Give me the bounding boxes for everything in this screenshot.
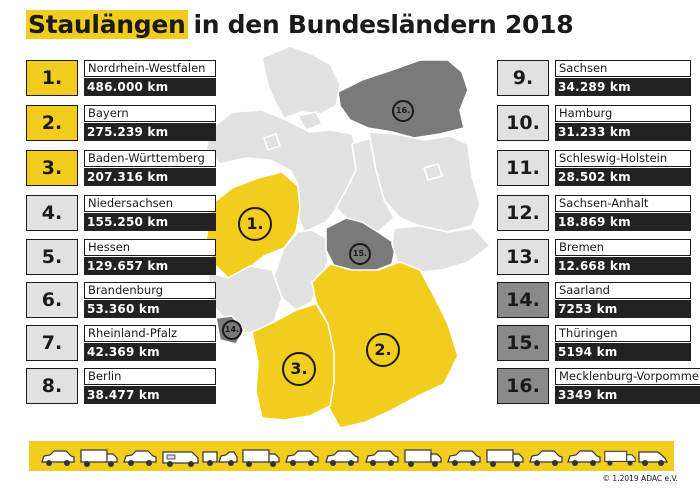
map-marker-saarland: 14. — [222, 320, 242, 340]
truck-icon — [486, 449, 524, 467]
state-name: Brandenburg — [84, 282, 216, 299]
state-value: 5194 km — [555, 343, 691, 361]
ranking-entry: 15. Thüringen 5194 km — [497, 325, 691, 361]
rank-number: 5. — [26, 239, 78, 275]
rank-number: 7. — [26, 325, 78, 361]
car-icon — [365, 450, 399, 466]
state-name: Hamburg — [555, 105, 691, 122]
rank-number: 13. — [497, 239, 549, 275]
rank-number: 6. — [26, 282, 78, 318]
state-value: 18.869 km — [555, 213, 691, 231]
rank-number: 10. — [497, 105, 549, 141]
truck-icon — [80, 449, 118, 467]
camper-icon — [162, 451, 199, 467]
state-value: 129.657 km — [84, 257, 216, 275]
car-icon — [325, 450, 359, 466]
state-value: 31.233 km — [555, 123, 691, 141]
state-value: 7253 km — [555, 300, 691, 318]
page-title: Staulängen in den Bundesländern 2018 — [26, 8, 574, 42]
region-sachsen — [391, 225, 491, 273]
car-icon — [285, 450, 319, 466]
state-value: 3349 km — [555, 386, 700, 404]
title-rest: in den Bundesländern 2018 — [193, 10, 574, 39]
state-value: 155.250 km — [84, 213, 216, 231]
rank-number: 12. — [497, 195, 549, 231]
rank-number: 11. — [497, 150, 549, 186]
ranking-entry: 12. Sachsen-Anhalt 18.869 km — [497, 195, 691, 231]
state-name: Schleswig-Holstein — [555, 150, 691, 167]
title-highlight: Staulängen — [26, 10, 188, 39]
truck-icon — [604, 450, 636, 466]
ranking-entry: 9. Sachsen 34.289 km — [497, 60, 691, 96]
rank-number: 9. — [497, 60, 549, 96]
rank-number: 1. — [26, 60, 78, 96]
car-icon — [447, 450, 481, 466]
map-marker-bayern: 2. — [366, 333, 400, 367]
state-name: Hessen — [84, 239, 216, 256]
ranking-entry: 13. Bremen 12.668 km — [497, 239, 691, 275]
state-name: Niedersachsen — [84, 195, 216, 212]
state-name: Mecklenburg-Vorpommern — [555, 368, 700, 385]
map-marker-thueringen: 15. — [349, 243, 371, 265]
state-name: Saarland — [555, 282, 691, 299]
state-value: 42.369 km — [84, 343, 216, 361]
ranking-entry: 16. Mecklenburg-Vorpommern 3349 km — [497, 368, 700, 404]
ranking-entry: 2. Bayern 275.239 km — [26, 105, 216, 141]
state-name: Berlin — [84, 368, 216, 385]
ranking-entry: 11. Schleswig-Holstein 28.502 km — [497, 150, 691, 186]
state-name: Rheinland-Pfalz — [84, 325, 216, 342]
ranking-entry: 8. Berlin 38.477 km — [26, 368, 216, 404]
region-mecklenburg-vorpommern — [337, 59, 469, 139]
state-name: Bremen — [555, 239, 691, 256]
truck-icon — [404, 449, 442, 467]
rank-number: 15. — [497, 325, 549, 361]
region-niedersachsen — [205, 109, 361, 233]
state-value: 28.502 km — [555, 168, 691, 186]
ranking-entry: 1. Nordrhein-Westfalen 486.000 km — [26, 60, 216, 96]
region-berlin — [423, 163, 443, 181]
state-value: 275.239 km — [84, 123, 216, 141]
state-name: Sachsen — [555, 60, 691, 77]
ranking-entry: 4. Niedersachsen 155.250 km — [26, 195, 216, 231]
car-icon — [41, 450, 75, 466]
ranking-entry: 6. Brandenburg 53.360 km — [26, 282, 216, 318]
rank-number: 8. — [26, 368, 78, 404]
state-name: Sachsen-Anhalt — [555, 195, 691, 212]
state-name: Nordrhein-Westfalen — [84, 60, 216, 77]
rank-number: 14. — [497, 282, 549, 318]
state-name: Thüringen — [555, 325, 691, 342]
map-marker-bw: 3. — [282, 352, 316, 386]
rank-number: 3. — [26, 150, 78, 186]
state-value: 53.360 km — [84, 300, 216, 318]
state-name: Bayern — [84, 105, 216, 122]
car-icon — [123, 450, 157, 466]
ranking-entry: 7. Rheinland-Pfalz 42.369 km — [26, 325, 216, 361]
region-schleswig-holstein — [261, 45, 341, 119]
ranking-entry: 14. Saarland 7253 km — [497, 282, 691, 318]
rank-number: 2. — [26, 105, 78, 141]
car-icon — [567, 450, 601, 466]
state-value: 486.000 km — [84, 78, 216, 96]
region-bremen — [263, 133, 281, 151]
ranking-entry: 3. Baden-Württemberg 207.316 km — [26, 150, 216, 186]
map-marker-mv: 16. — [392, 100, 414, 122]
state-value: 34.289 km — [555, 78, 691, 96]
rank-number: 4. — [26, 195, 78, 231]
state-value: 207.316 km — [84, 168, 216, 186]
car-icon — [529, 450, 563, 466]
map-marker-nrw: 1. — [238, 207, 272, 241]
state-value: 12.668 km — [555, 257, 691, 275]
truck-icon — [242, 449, 280, 467]
ranking-entry: 10. Hamburg 31.233 km — [497, 105, 691, 141]
van-icon — [638, 451, 668, 466]
region-hamburg — [297, 111, 323, 131]
state-value: 38.477 km — [84, 386, 216, 404]
trailer-icon — [202, 451, 238, 466]
copyright-note: © 1.2019 ADAC e.V. — [602, 474, 678, 483]
rank-number: 16. — [497, 368, 549, 404]
state-name: Baden-Württemberg — [84, 150, 216, 167]
ranking-entry: 5. Hessen 129.657 km — [26, 239, 216, 275]
